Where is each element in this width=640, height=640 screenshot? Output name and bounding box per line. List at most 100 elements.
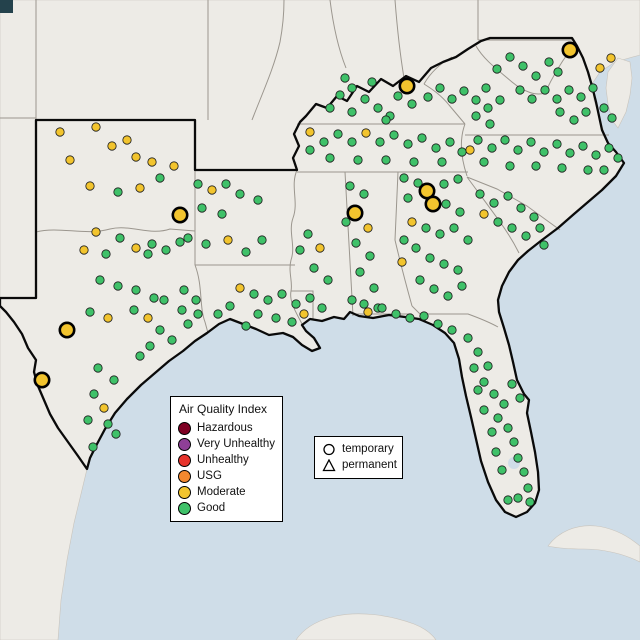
monitor-dot[interactable] bbox=[453, 174, 463, 184]
monitor-dot[interactable] bbox=[607, 113, 617, 123]
monitor-dot[interactable] bbox=[526, 137, 536, 147]
monitor-dot[interactable] bbox=[115, 233, 125, 243]
monitor-dot[interactable] bbox=[345, 181, 355, 191]
monitor-dot[interactable] bbox=[291, 299, 301, 309]
monitor-dot[interactable] bbox=[201, 239, 211, 249]
monitor-dot[interactable] bbox=[557, 163, 567, 173]
monitor-dot[interactable] bbox=[131, 243, 141, 253]
monitor-dot[interactable] bbox=[519, 467, 529, 477]
monitor-dot[interactable] bbox=[107, 141, 117, 151]
monitor-dot[interactable] bbox=[447, 325, 457, 335]
monitor-dot[interactable] bbox=[169, 161, 179, 171]
monitor-dot[interactable] bbox=[465, 145, 475, 155]
monitor-dot[interactable] bbox=[505, 161, 515, 171]
temporary-monitor-ring[interactable] bbox=[424, 195, 442, 213]
monitor-dot[interactable] bbox=[489, 389, 499, 399]
monitor-dot[interactable] bbox=[525, 497, 535, 507]
monitor-dot[interactable] bbox=[435, 229, 445, 239]
monitor-dot[interactable] bbox=[193, 179, 203, 189]
monitor-dot[interactable] bbox=[299, 309, 309, 319]
monitor-dot[interactable] bbox=[503, 495, 513, 505]
monitor-dot[interactable] bbox=[360, 94, 370, 104]
monitor-dot[interactable] bbox=[513, 493, 523, 503]
monitor-dot[interactable] bbox=[381, 155, 391, 165]
monitor-dot[interactable] bbox=[463, 333, 473, 343]
monitor-dot[interactable] bbox=[419, 311, 429, 321]
monitor-dot[interactable] bbox=[407, 217, 417, 227]
monitor-dot[interactable] bbox=[407, 99, 417, 109]
monitor-dot[interactable] bbox=[159, 295, 169, 305]
monitor-dot[interactable] bbox=[411, 243, 421, 253]
monitor-dot[interactable] bbox=[489, 198, 499, 208]
monitor-dot[interactable] bbox=[241, 247, 251, 257]
monitor-dot[interactable] bbox=[391, 309, 401, 319]
monitor-dot[interactable] bbox=[369, 283, 379, 293]
temporary-monitor-ring[interactable] bbox=[398, 77, 416, 95]
monitor-dot[interactable] bbox=[415, 275, 425, 285]
monitor-dot[interactable] bbox=[435, 83, 445, 93]
monitor-dot[interactable] bbox=[183, 319, 193, 329]
monitor-dot[interactable] bbox=[479, 377, 489, 387]
monitor-dot[interactable] bbox=[515, 393, 525, 403]
monitor-dot[interactable] bbox=[471, 111, 481, 121]
monitor-dot[interactable] bbox=[500, 135, 510, 145]
monitor-dot[interactable] bbox=[347, 83, 357, 93]
monitor-dot[interactable] bbox=[539, 147, 549, 157]
temporary-monitor-ring[interactable] bbox=[561, 41, 579, 59]
monitor-dot[interactable] bbox=[103, 313, 113, 323]
monitor-dot[interactable] bbox=[499, 399, 509, 409]
monitor-dot[interactable] bbox=[353, 155, 363, 165]
monitor-dot[interactable] bbox=[175, 237, 185, 247]
monitor-dot[interactable] bbox=[359, 189, 369, 199]
monitor-dot[interactable] bbox=[569, 115, 579, 125]
monitor-dot[interactable] bbox=[179, 285, 189, 295]
monitor-dot[interactable] bbox=[507, 379, 517, 389]
monitor-dot[interactable] bbox=[277, 289, 287, 299]
monitor-dot[interactable] bbox=[191, 295, 201, 305]
monitor-dot[interactable] bbox=[361, 128, 371, 138]
monitor-dot[interactable] bbox=[487, 143, 497, 153]
monitor-dot[interactable] bbox=[425, 253, 435, 263]
monitor-dot[interactable] bbox=[552, 139, 562, 149]
monitor-dot[interactable] bbox=[325, 153, 335, 163]
monitor-dot[interactable] bbox=[471, 95, 481, 105]
monitor-dot[interactable] bbox=[397, 257, 407, 267]
monitor-dot[interactable] bbox=[552, 94, 562, 104]
monitor-dot[interactable] bbox=[445, 137, 455, 147]
temporary-monitor-ring[interactable] bbox=[171, 206, 189, 224]
monitor-dot[interactable] bbox=[531, 71, 541, 81]
monitor-dot[interactable] bbox=[309, 263, 319, 273]
monitor-dot[interactable] bbox=[527, 94, 537, 104]
monitor-dot[interactable] bbox=[429, 284, 439, 294]
monitor-dot[interactable] bbox=[347, 295, 357, 305]
monitor-dot[interactable] bbox=[129, 305, 139, 315]
monitor-dot[interactable] bbox=[503, 191, 513, 201]
monitor-dot[interactable] bbox=[588, 83, 598, 93]
monitor-dot[interactable] bbox=[393, 91, 403, 101]
monitor-dot[interactable] bbox=[359, 299, 369, 309]
temporary-monitor-ring[interactable] bbox=[58, 321, 76, 339]
monitor-dot[interactable] bbox=[399, 173, 409, 183]
monitor-dot[interactable] bbox=[475, 189, 485, 199]
monitor-dot[interactable] bbox=[149, 293, 159, 303]
monitor-dot[interactable] bbox=[613, 153, 623, 163]
monitor-dot[interactable] bbox=[381, 115, 391, 125]
monitor-dot[interactable] bbox=[177, 305, 187, 315]
monitor-dot[interactable] bbox=[340, 73, 350, 83]
monitor-dot[interactable] bbox=[437, 157, 447, 167]
monitor-dot[interactable] bbox=[65, 155, 75, 165]
monitor-dot[interactable] bbox=[305, 145, 315, 155]
monitor-dot[interactable] bbox=[55, 127, 65, 137]
monitor-dot[interactable] bbox=[143, 249, 153, 259]
monitor-dot[interactable] bbox=[565, 148, 575, 158]
monitor-dot[interactable] bbox=[143, 313, 153, 323]
monitor-dot[interactable] bbox=[147, 239, 157, 249]
monitor-dot[interactable] bbox=[223, 235, 233, 245]
monitor-dot[interactable] bbox=[479, 209, 489, 219]
monitor-dot[interactable] bbox=[521, 231, 531, 241]
monitor-dot[interactable] bbox=[235, 283, 245, 293]
monitor-dot[interactable] bbox=[535, 223, 545, 233]
monitor-dot[interactable] bbox=[317, 303, 327, 313]
monitor-dot[interactable] bbox=[335, 90, 345, 100]
monitor-dot[interactable] bbox=[305, 293, 315, 303]
